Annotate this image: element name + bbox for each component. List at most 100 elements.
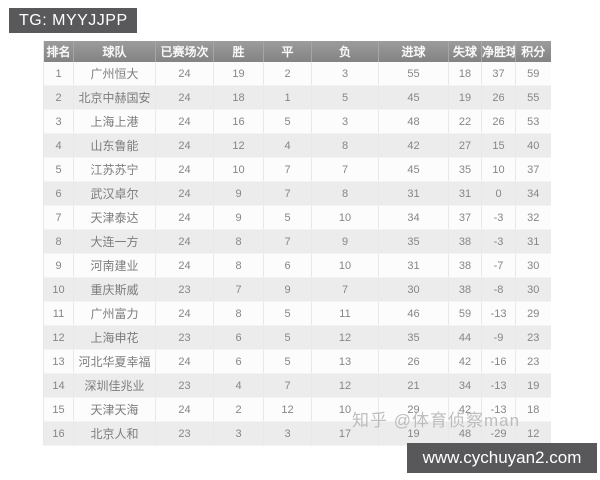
cell-played: 24 (155, 181, 214, 206)
cell-wins: 2 (213, 397, 264, 422)
header-goals_for: 进球 (378, 41, 449, 62)
cell-goal_diff: 26 (481, 109, 516, 134)
cell-goals_for: 35 (378, 325, 449, 350)
cell-goals_for: 31 (378, 181, 449, 206)
cell-rank: 6 (43, 181, 74, 206)
table-row: 8 大连一方 24 8 7 9 35 38 -3 31 (43, 229, 551, 254)
cell-played: 24 (155, 85, 214, 110)
cell-goals_for: 46 (378, 301, 449, 326)
cell-losses: 13 (311, 349, 379, 374)
cell-team: 北京中赫国安 (73, 85, 156, 110)
cell-goals_against: 18 (448, 62, 482, 86)
cell-losses: 17 (311, 421, 379, 446)
zhihu-watermark: 知乎 @体育侦察man (352, 411, 521, 430)
cell-draws: 3 (263, 421, 312, 446)
cell-wins: 19 (213, 62, 264, 86)
cell-points: 30 (515, 277, 551, 302)
cell-rank: 2 (43, 85, 74, 110)
cell-losses: 12 (311, 325, 379, 350)
cell-rank: 14 (43, 373, 74, 398)
header-draws: 平 (263, 41, 312, 62)
cell-losses: 8 (311, 133, 379, 158)
cell-losses: 3 (311, 62, 379, 86)
cell-goals_for: 21 (378, 373, 449, 398)
cell-goals_for: 29 (378, 397, 449, 422)
cell-points: 30 (515, 253, 551, 278)
cell-goal_diff: -13 (481, 301, 516, 326)
cell-wins: 8 (213, 229, 264, 254)
table-row: 13 河北华夏幸福 24 6 5 13 26 42 -16 23 (43, 349, 551, 374)
standings-tbody: 1 广州恒大 24 19 2 3 55 18 37 59 2 北京中赫国安 24 18 1 5 45 19 26 55… (43, 62, 551, 446)
cell-goals_for: 35 (378, 229, 449, 254)
cell-rank: 5 (43, 157, 74, 182)
header-wins: 胜 (213, 41, 264, 62)
cell-team: 上海上港 (73, 109, 156, 134)
cell-losses: 10 (311, 253, 379, 278)
table-row: 3 上海上港 24 16 5 3 48 22 26 53 (43, 109, 551, 134)
tg-watermark-badge: TG: MYYJJPP (9, 8, 137, 33)
cell-team: 天津天海 (73, 397, 156, 422)
cell-played: 24 (155, 109, 214, 134)
cell-goal_diff: 0 (481, 181, 516, 206)
cell-team: 武汉卓尔 (73, 181, 156, 206)
cell-team: 重庆斯威 (73, 277, 156, 302)
header-team: 球队 (73, 41, 156, 62)
cell-played: 24 (155, 133, 214, 158)
cell-points: 23 (515, 349, 551, 374)
table-row: 10 重庆斯威 23 7 9 7 30 38 -8 30 (43, 277, 551, 302)
cell-played: 24 (155, 397, 214, 422)
cell-goal_diff: 26 (481, 85, 516, 110)
cell-points: 37 (515, 157, 551, 182)
cell-goals_against: 35 (448, 157, 482, 182)
cell-team: 大连一方 (73, 229, 156, 254)
cell-points: 34 (515, 181, 551, 206)
cell-team: 河南建业 (73, 253, 156, 278)
cell-wins: 8 (213, 301, 264, 326)
cell-goal_diff: -3 (481, 229, 516, 254)
cell-rank: 10 (43, 277, 74, 302)
cell-played: 23 (155, 373, 214, 398)
cell-goal_diff: -8 (481, 277, 516, 302)
cell-wins: 18 (213, 85, 264, 110)
table-row: 1 广州恒大 24 19 2 3 55 18 37 59 (43, 62, 551, 86)
cell-goals_for: 45 (378, 85, 449, 110)
cell-goals_against: 19 (448, 85, 482, 110)
cell-points: 29 (515, 301, 551, 326)
cell-goals_against: 44 (448, 325, 482, 350)
header-points: 积分 (515, 41, 551, 62)
cell-team: 深圳佳兆业 (73, 373, 156, 398)
cell-losses: 10 (311, 397, 379, 422)
cell-points: 32 (515, 205, 551, 230)
cell-draws: 12 (263, 397, 312, 422)
cell-draws: 7 (263, 157, 312, 182)
table-row: 6 武汉卓尔 24 9 7 8 31 31 0 34 (43, 181, 551, 206)
cell-wins: 6 (213, 349, 264, 374)
cell-team: 广州恒大 (73, 62, 156, 86)
cell-goals_for: 48 (378, 109, 449, 134)
cell-rank: 11 (43, 301, 74, 326)
cell-points: 55 (515, 85, 551, 110)
cell-goals_against: 34 (448, 373, 482, 398)
cell-wins: 12 (213, 133, 264, 158)
cell-goals_for: 26 (378, 349, 449, 374)
cell-draws: 7 (263, 229, 312, 254)
cell-goals_against: 37 (448, 205, 482, 230)
cell-team: 山东鲁能 (73, 133, 156, 158)
table-row: 11 广州富力 24 8 5 11 46 59 -13 29 (43, 301, 551, 326)
cell-draws: 1 (263, 85, 312, 110)
cell-rank: 4 (43, 133, 74, 158)
cell-wins: 3 (213, 421, 264, 446)
cell-rank: 12 (43, 325, 74, 350)
cell-goal_diff: -16 (481, 349, 516, 374)
cell-goals_for: 55 (378, 62, 449, 86)
site-url-badge: www.cychuyan2.com (407, 443, 597, 473)
cell-draws: 5 (263, 205, 312, 230)
cell-goals_for: 30 (378, 277, 449, 302)
cell-goals_for: 45 (378, 157, 449, 182)
cell-draws: 7 (263, 181, 312, 206)
cell-played: 23 (155, 421, 214, 446)
cell-wins: 16 (213, 109, 264, 134)
cell-goals_against: 42 (448, 397, 482, 422)
cell-losses: 7 (311, 157, 379, 182)
